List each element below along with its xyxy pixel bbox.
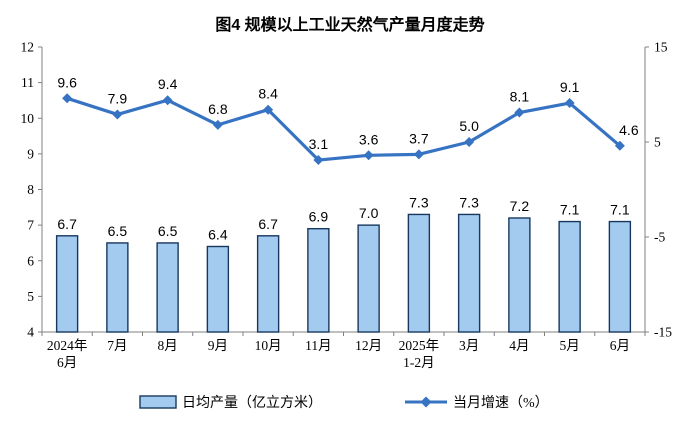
y-axis-left-tick-label: 7: [27, 218, 34, 233]
bar-value-label: 6.7: [258, 216, 278, 232]
point-value-label: 3.7: [409, 130, 429, 146]
y-axis-left-tick-label: 5: [27, 289, 34, 304]
point-value-label: 9.1: [560, 79, 580, 95]
line-marker-diamond-icon: [212, 119, 223, 130]
point-value-label: 5.0: [459, 118, 479, 134]
x-tick-label: 10月: [255, 338, 282, 353]
bar: [55, 235, 79, 333]
x-tick-label: 3月: [459, 338, 479, 353]
y-axis-left-tick-label: 10: [21, 111, 35, 126]
bar-value-label: 7.3: [409, 194, 429, 210]
line-marker-diamond-icon: [464, 137, 475, 147]
bar-value-label: 6.7: [57, 216, 77, 232]
y-axis-left-tick-label: 11: [21, 75, 34, 90]
line-marker-diamond-icon: [263, 104, 274, 115]
bar-value-label: 7.3: [459, 194, 479, 210]
chart-title: 图4 规模以上工业天然气产量月度走势: [215, 15, 484, 34]
line-marker-diamond-icon: [363, 150, 374, 161]
line-marker-diamond-icon: [162, 95, 173, 106]
legend-label-line: 当月增速（%）: [453, 395, 549, 411]
x-tick-label: 8月: [158, 338, 178, 353]
line-series-path: [65, 96, 622, 162]
bar-value-label: 6.5: [158, 223, 178, 239]
point-value-label: 3.1: [309, 136, 329, 152]
line-marker-diamond-icon: [112, 109, 123, 120]
x-tick-label: 6月: [610, 338, 630, 353]
bar: [206, 245, 230, 333]
bar: [156, 242, 179, 333]
bar: [256, 235, 280, 333]
x-tick-label: 2025年 1-2月: [399, 338, 440, 370]
line-marker-diamond-icon: [564, 98, 575, 109]
line-marker-diamond-icon: [514, 107, 525, 118]
bar: [407, 213, 431, 333]
x-tick-label: 7月: [107, 338, 127, 353]
y-axis-left-tick-label: 4: [27, 325, 34, 340]
y-axis-right-tick-label: -5: [654, 230, 665, 245]
line-marker-diamond-icon: [420, 396, 432, 408]
bar-series-swatch: [139, 395, 177, 409]
x-tick-label: 4月: [509, 338, 529, 353]
x-tick-label: 2024年 6月: [47, 338, 88, 370]
bar: [508, 217, 531, 333]
point-value-label: 8.4: [258, 86, 278, 102]
bar-value-label: 7.1: [610, 202, 630, 218]
line-marker-diamond-icon: [62, 93, 73, 104]
point-value-label: 3.6: [359, 131, 379, 147]
x-tick-label: 12月: [355, 338, 382, 353]
legend-item-line: 当月增速（%）: [405, 395, 549, 411]
y-axis-right-tick-label: -15: [654, 325, 672, 340]
point-value-label: 6.8: [208, 101, 228, 117]
bar-value-label: 7.1: [560, 202, 580, 218]
y-axis-left-tick-label: 9: [27, 146, 34, 161]
point-value-label: 9.4: [158, 76, 178, 92]
line-marker-diamond-icon: [413, 149, 424, 160]
bar: [357, 224, 380, 333]
plot-area: 4 5 6 7 8 9 10 11 12 -15 -5 5 15 2024年 6月 7月 8月 9月 10月 11月 1…: [21, 40, 673, 371]
point-value-label: 9.6: [57, 74, 77, 90]
x-tick-label: 5月: [560, 338, 580, 353]
y-axis-left-tick-label: 6: [27, 253, 34, 268]
legend: 日均产量（亿立方米） 当月增速（%）: [139, 395, 549, 411]
y-axis-right-tick-label: 15: [654, 40, 668, 55]
bar-value-label: 6.5: [108, 223, 128, 239]
bar-value-label: 7.2: [510, 198, 530, 214]
bar-value-label: 6.9: [309, 209, 329, 225]
bar: [307, 227, 330, 333]
y-axis-left-tick-label: 12: [21, 40, 35, 55]
line-marker-diamond-icon: [614, 140, 625, 151]
line-marker-diamond-icon: [313, 155, 324, 166]
point-value-label: 8.1: [510, 89, 530, 105]
x-tick-label: 11月: [305, 338, 332, 353]
y-axis-left-tick-label: 8: [27, 182, 34, 197]
bar-value-label: 7.0: [359, 205, 379, 221]
legend-item-bar: 日均产量（亿立方米）: [139, 395, 322, 411]
legend-label-bar: 日均产量（亿立方米）: [182, 395, 322, 411]
bar: [558, 220, 581, 333]
bar: [457, 213, 481, 333]
bar: [106, 242, 129, 333]
point-value-label: 7.9: [108, 90, 128, 106]
x-tick-label: 9月: [208, 338, 228, 353]
point-value-label: 4.6: [619, 122, 639, 138]
bar: [608, 220, 632, 333]
bar-value-label: 6.4: [208, 227, 228, 243]
y-axis-right-tick-label: 5: [654, 135, 661, 150]
